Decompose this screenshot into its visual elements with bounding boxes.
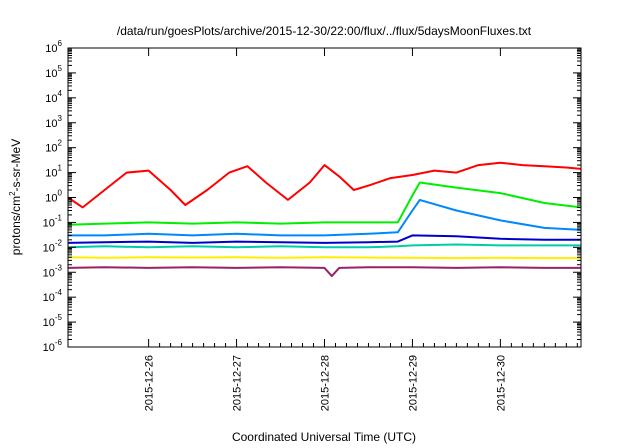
y-tick-label: 10-3 xyxy=(43,263,63,279)
y-axis-label: protons/cm2-s-sr-MeV xyxy=(8,139,23,255)
y-tick-label: 10-5 xyxy=(43,313,63,329)
series-line-4 xyxy=(67,234,581,244)
y-axis-label-suffix: -s-sr-MeV xyxy=(9,139,23,192)
series-layer xyxy=(67,161,582,278)
y-tick-exponent: 3 xyxy=(58,114,63,123)
y-tick-base: 10 xyxy=(43,317,55,329)
y-tick-label: 100 xyxy=(45,189,62,205)
y-tick-exponent: -4 xyxy=(55,288,63,297)
y-tick-base: 10 xyxy=(43,217,55,229)
chart-title: /data/run/goesPlots/archive/2015-12-30/2… xyxy=(117,24,532,38)
y-tick-exponent: 1 xyxy=(58,164,63,173)
y-tick-exponent: -5 xyxy=(55,313,63,322)
series-line-6 xyxy=(67,256,581,260)
y-tick-base: 10 xyxy=(45,93,57,105)
y-tick-base: 10 xyxy=(45,143,57,155)
y-tick-base: 10 xyxy=(43,242,55,254)
x-tick-label: 2015-12-30 xyxy=(495,355,507,411)
series-line-2 xyxy=(67,181,582,226)
y-tick-label: 102 xyxy=(45,139,62,155)
y-tick-exponent: 2 xyxy=(58,139,63,148)
x-tick-label: 2015-12-26 xyxy=(144,355,156,411)
y-tick-exponent: 4 xyxy=(58,89,63,98)
y-tick-exponent: 6 xyxy=(58,39,63,48)
series-line-5 xyxy=(67,243,581,249)
y-tick-exponent: -2 xyxy=(55,238,63,247)
y-tick-exponent: -6 xyxy=(55,338,63,347)
x-tick-label: 2015-12-27 xyxy=(232,355,244,411)
y-tick-label: 105 xyxy=(45,64,62,80)
y-tick-base: 10 xyxy=(45,168,57,180)
y-tick-exponent: 5 xyxy=(58,64,63,73)
plot-frame xyxy=(67,47,582,348)
y-tick-label: 10-1 xyxy=(43,213,63,229)
y-tick-exponent: 0 xyxy=(58,189,63,198)
y-tick-label: 10-4 xyxy=(43,288,63,304)
x-tick-label: 2015-12-28 xyxy=(320,355,332,411)
series-line-3 xyxy=(68,198,582,237)
y-tick-base: 10 xyxy=(43,267,55,279)
y-tick-label: 106 xyxy=(45,39,62,55)
y-axis-label-sup: 2 xyxy=(8,191,17,196)
y-tick-base: 10 xyxy=(45,68,57,80)
y-tick-label: 10-2 xyxy=(43,238,63,254)
y-tick-base: 10 xyxy=(45,43,57,55)
y-tick-label: 103 xyxy=(45,114,62,130)
y-tick-label: 104 xyxy=(45,89,62,105)
y-tick-base: 10 xyxy=(45,193,57,205)
series-line-1 xyxy=(67,161,582,209)
y-axis-ticks: 10-610-510-410-310-210-11001011021031041… xyxy=(43,39,581,354)
y-tick-exponent: -3 xyxy=(55,263,63,272)
y-tick-base: 10 xyxy=(45,118,57,130)
x-axis-ticks: 2015-12-26 2015-12-27 2015-12-28 2015-12-29… xyxy=(144,48,578,411)
y-tick-label: 10-6 xyxy=(43,338,63,354)
y-tick-label: 101 xyxy=(45,164,62,180)
x-tick-label: 2015-12-29 xyxy=(407,355,419,411)
y-axis-label-prefix: protons/cm xyxy=(9,196,23,255)
y-tick-base: 10 xyxy=(43,292,55,304)
series-line-7 xyxy=(67,266,581,278)
x-axis-label: Coordinated Universal Time (UTC) xyxy=(232,430,416,444)
y-tick-exponent: -1 xyxy=(55,213,63,222)
y-tick-base: 10 xyxy=(43,342,55,354)
